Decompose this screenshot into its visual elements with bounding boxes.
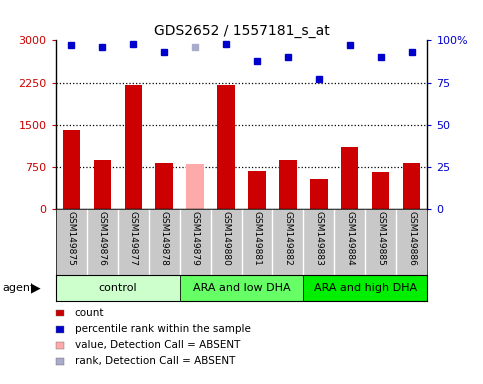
Bar [248, 171, 266, 209]
Text: rank, Detection Call = ABSENT: rank, Detection Call = ABSENT [75, 356, 235, 366]
Text: GSM149880: GSM149880 [222, 211, 230, 266]
Bar [280, 160, 297, 209]
Bar [217, 85, 235, 209]
Bar [372, 172, 389, 209]
Text: GSM149882: GSM149882 [284, 211, 293, 266]
Bar [156, 162, 172, 209]
Bar [303, 275, 427, 301]
Bar [94, 160, 111, 209]
Text: GSM149875: GSM149875 [67, 211, 75, 266]
Text: ▶: ▶ [31, 281, 41, 295]
Text: ARA and low DHA: ARA and low DHA [193, 283, 290, 293]
Text: percentile rank within the sample: percentile rank within the sample [75, 324, 251, 334]
Bar [180, 275, 303, 301]
Bar [311, 179, 327, 209]
Text: GSM149883: GSM149883 [314, 211, 324, 266]
Bar [125, 85, 142, 209]
Text: ARA and high DHA: ARA and high DHA [314, 283, 417, 293]
Text: GSM149881: GSM149881 [253, 211, 261, 266]
Bar [62, 131, 80, 209]
Text: control: control [98, 283, 137, 293]
Text: GSM149876: GSM149876 [98, 211, 107, 266]
Title: GDS2652 / 1557181_s_at: GDS2652 / 1557181_s_at [154, 24, 329, 38]
Bar [403, 162, 421, 209]
Text: GSM149884: GSM149884 [345, 211, 355, 266]
Bar [56, 275, 180, 301]
Text: GSM149886: GSM149886 [408, 211, 416, 266]
Text: count: count [75, 308, 104, 318]
Bar [341, 147, 358, 209]
Text: GSM149885: GSM149885 [376, 211, 385, 266]
Text: GSM149879: GSM149879 [190, 211, 199, 266]
Text: agent: agent [2, 283, 35, 293]
Text: value, Detection Call = ABSENT: value, Detection Call = ABSENT [75, 340, 240, 350]
Text: GSM149877: GSM149877 [128, 211, 138, 266]
Bar [186, 164, 203, 209]
Text: GSM149878: GSM149878 [159, 211, 169, 266]
